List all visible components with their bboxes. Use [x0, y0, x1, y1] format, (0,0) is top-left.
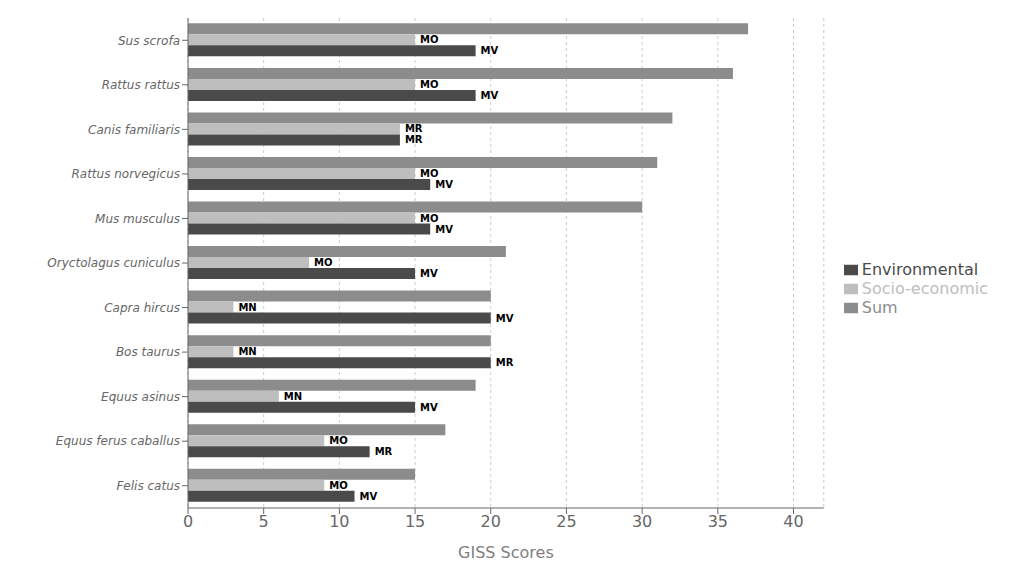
- svg-text:Sus scrofa: Sus scrofa: [118, 34, 180, 48]
- svg-text:MV: MV: [420, 402, 438, 413]
- svg-text:MR: MR: [496, 357, 514, 368]
- svg-text:Mus musculus: Mus musculus: [95, 212, 180, 226]
- svg-text:10: 10: [329, 512, 349, 531]
- svg-text:MV: MV: [481, 90, 499, 101]
- svg-text:Equus asinus: Equus asinus: [101, 390, 180, 404]
- svg-text:MO: MO: [329, 480, 347, 491]
- svg-text:Bos taurus: Bos taurus: [116, 345, 180, 359]
- svg-text:MR: MR: [405, 134, 423, 145]
- svg-text:Rattus rattus: Rattus rattus: [102, 78, 180, 92]
- svg-text:Equus ferus caballus: Equus ferus caballus: [56, 434, 180, 448]
- svg-text:Oryctolagus cuniculus: Oryctolagus cuniculus: [47, 256, 180, 270]
- svg-text:MV: MV: [435, 224, 453, 235]
- html-text:Environmental: Environmental: [861, 259, 979, 279]
- svg-text:MN: MN: [238, 302, 256, 313]
- svg-text:Capra hircus: Capra hircus: [104, 301, 180, 315]
- svg-text:0: 0: [183, 512, 193, 531]
- svg-text:MV: MV: [420, 268, 438, 279]
- svg-text:30: 30: [632, 512, 652, 531]
- svg-text:GISS Scores: GISS Scores: [458, 543, 554, 562]
- svg-text:Canis familiaris: Canis familiaris: [88, 123, 180, 137]
- svg-text:MR: MR: [405, 123, 423, 134]
- html-text:Socio-economic: Socio-economic: [861, 278, 988, 298]
- svg-text:MV: MV: [435, 179, 453, 190]
- html-text:Sum: Sum: [861, 297, 898, 317]
- svg-text:20: 20: [481, 512, 501, 531]
- svg-text:MO: MO: [420, 213, 438, 224]
- svg-text:MV: MV: [360, 491, 378, 502]
- svg-text:15: 15: [405, 512, 425, 531]
- svg-text:MR: MR: [375, 446, 393, 457]
- svg-text:MO: MO: [329, 435, 347, 446]
- svg-text:25: 25: [556, 512, 576, 531]
- svg-text:MV: MV: [496, 313, 514, 324]
- svg-text:Rattus norvegicus: Rattus norvegicus: [71, 167, 180, 181]
- svg-text:MO: MO: [314, 257, 332, 268]
- svg-text:MV: MV: [481, 45, 499, 56]
- svg-text:MO: MO: [420, 168, 438, 179]
- svg-text:MN: MN: [284, 391, 302, 402]
- svg-text:35: 35: [708, 512, 728, 531]
- svg-text:MN: MN: [238, 346, 256, 357]
- svg-text:40: 40: [783, 512, 803, 531]
- svg-text:5: 5: [259, 512, 269, 531]
- svg-text:MO: MO: [420, 79, 438, 90]
- svg-text:MO: MO: [420, 34, 438, 45]
- svg-text:Felis catus: Felis catus: [116, 479, 180, 493]
